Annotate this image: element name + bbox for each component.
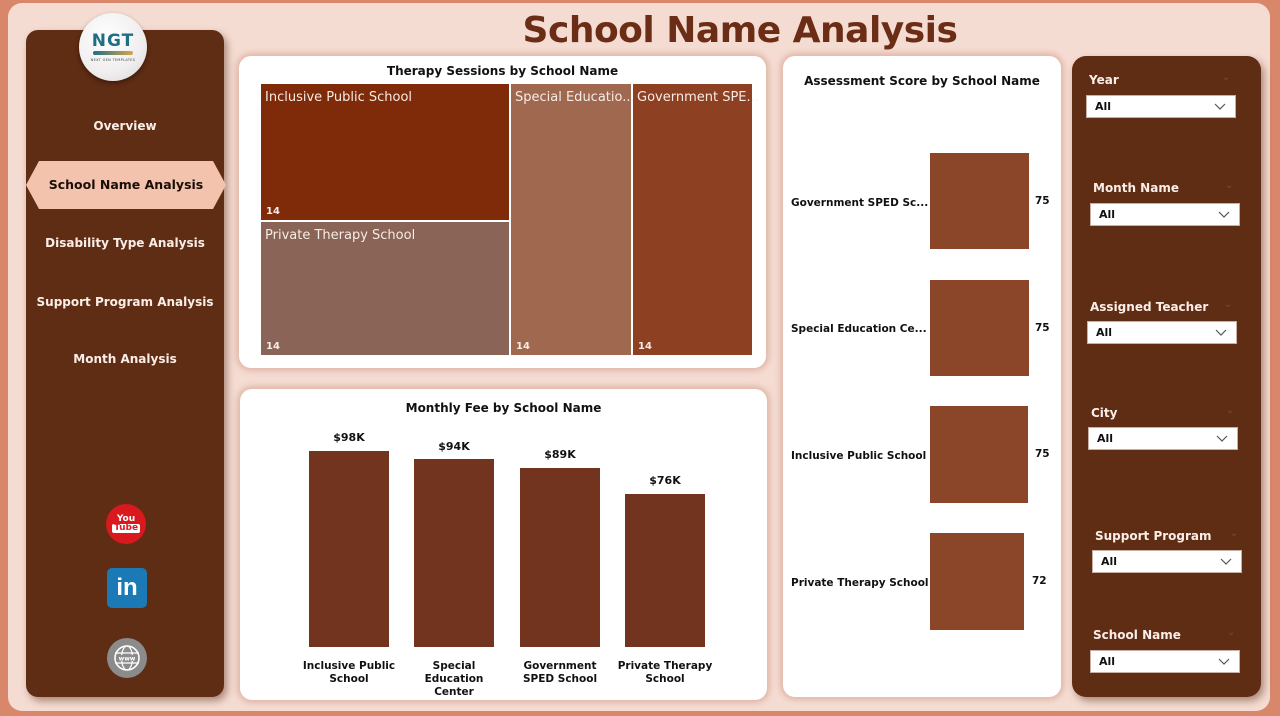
treemap-cell-special-education-center[interactable]: Special Educatio... 14 (511, 84, 635, 355)
chevron-down-icon (1220, 558, 1232, 565)
monthly-fee-chart-panel: Monthly Fee by School Name $98K Inclusiv… (240, 389, 767, 700)
hbar-category-label: Private Therapy School (791, 577, 929, 589)
youtube-text-top: You (116, 514, 136, 524)
bar-category-label: Special Education Center (424, 660, 484, 698)
treemap-cell-label: Special Educatio... (515, 90, 635, 105)
bar-data-label: $98K (333, 431, 365, 444)
bar-inclusive-public-school[interactable] (309, 451, 389, 647)
collapse-chevron-icon[interactable]: ⌄ (1230, 528, 1239, 539)
filter-label-month-name: Month Name (1093, 181, 1179, 195)
logo-text: NGT (91, 31, 135, 51)
treemap-cell-label: Government SPE... (637, 90, 759, 105)
website-globe-icon[interactable]: www (107, 638, 147, 678)
bar-special-education-center[interactable] (414, 459, 494, 647)
hbar-data-label: 75 (1035, 322, 1050, 334)
hbar-category-label: Government SPED Sc... (791, 197, 929, 209)
hbar-data-label: 75 (1035, 448, 1050, 460)
treemap-cell-value: 14 (638, 341, 652, 352)
bar-private-therapy-school[interactable] (625, 494, 705, 647)
assigned-teacher-dropdown[interactable]: All (1087, 321, 1237, 344)
bar-data-label: $89K (544, 448, 576, 461)
hbar-data-label: 75 (1035, 195, 1050, 207)
treemap-cell-government-sped-school[interactable]: Government SPE... 14 (633, 84, 759, 355)
nav-item-support-program-analysis[interactable]: Support Program Analysis (36, 295, 214, 309)
hbar-data-label: 72 (1032, 575, 1047, 587)
nav-item-disability-type-analysis[interactable]: Disability Type Analysis (45, 236, 205, 250)
dropdown-value: All (1099, 208, 1116, 221)
bar-category-label: Government SPED School (522, 660, 598, 685)
filter-label-school-name: School Name (1093, 628, 1181, 642)
filter-panel (1072, 56, 1261, 697)
collapse-chevron-icon[interactable]: ⌄ (1227, 627, 1236, 638)
svg-text:www: www (119, 656, 136, 663)
chevron-down-icon (1216, 435, 1228, 442)
collapse-chevron-icon[interactable]: ⌄ (1224, 299, 1233, 310)
chevron-down-icon (1218, 211, 1230, 218)
hbar-special-education-center[interactable] (930, 280, 1029, 376)
bar-data-label: $94K (438, 440, 470, 453)
bar-data-label: $76K (649, 474, 681, 487)
dropdown-value: All (1096, 326, 1113, 339)
assessment-score-title: Assessment Score by School Name (804, 74, 1040, 88)
therapy-sessions-treemap-panel: Therapy Sessions by School Name Inclusiv… (239, 56, 766, 368)
ngt-logo: NGT NEXT GEN TEMPLATES (79, 13, 147, 81)
school-name-dropdown[interactable]: All (1090, 650, 1240, 673)
dropdown-value: All (1097, 432, 1114, 445)
hbar-category-label: Special Education Ce... (791, 323, 927, 335)
collapse-chevron-icon[interactable]: ⌄ (1222, 72, 1231, 83)
chevron-down-icon (1218, 658, 1230, 665)
filter-label-year: Year (1089, 73, 1119, 87)
treemap-cell-private-therapy-school[interactable]: Private Therapy School 14 (261, 222, 509, 355)
collapse-chevron-icon[interactable]: ⌄ (1225, 180, 1234, 191)
treemap-cell-value: 14 (266, 341, 280, 352)
dropdown-value: All (1099, 655, 1116, 668)
globe-icon: www (114, 645, 140, 671)
linkedin-icon[interactable]: in (107, 568, 147, 608)
treemap-cell-value: 14 (266, 206, 280, 217)
hbar-government-sped-school[interactable] (930, 153, 1029, 249)
hbar-inclusive-public-school[interactable] (930, 406, 1028, 503)
chevron-down-icon (1215, 329, 1227, 336)
dropdown-value: All (1095, 100, 1112, 113)
youtube-icon[interactable]: You Tube (106, 504, 146, 544)
dropdown-value: All (1101, 555, 1118, 568)
filter-label-city: City (1091, 406, 1118, 420)
collapse-chevron-icon[interactable]: ⌄ (1226, 405, 1235, 416)
nav-item-month-analysis[interactable]: Month Analysis (73, 352, 177, 366)
bar-category-label: Private Therapy School (617, 660, 713, 685)
treemap-cell-label: Private Therapy School (265, 228, 416, 243)
monthly-fee-title: Monthly Fee by School Name (405, 401, 602, 415)
linkedin-text: in (116, 574, 138, 601)
month-name-dropdown[interactable]: All (1090, 203, 1240, 226)
chevron-down-icon (1214, 103, 1226, 110)
bar-category-label: Inclusive Public School (302, 660, 396, 685)
treemap-cell-value: 14 (516, 341, 530, 352)
assessment-score-chart-panel: Assessment Score by School Name Governme… (783, 56, 1061, 697)
hbar-private-therapy-school[interactable] (930, 533, 1024, 630)
nav-item-school-name-analysis[interactable]: School Name Analysis (26, 161, 226, 209)
logo-subtitle: NEXT GEN TEMPLATES (90, 58, 136, 62)
youtube-text-bottom: Tube (111, 523, 141, 533)
nav-item-overview[interactable]: Overview (93, 119, 157, 133)
treemap-cell-inclusive-public-school[interactable]: Inclusive Public School 14 (261, 84, 509, 220)
treemap-cell-label: Inclusive Public School (265, 90, 413, 105)
year-dropdown[interactable]: All (1086, 95, 1236, 118)
logo-swoosh-icon (93, 51, 133, 55)
city-dropdown[interactable]: All (1088, 427, 1238, 450)
hbar-category-label: Inclusive Public School (791, 450, 927, 462)
support-program-dropdown[interactable]: All (1092, 550, 1242, 573)
page-title: School Name Analysis (522, 10, 958, 51)
filter-label-assigned-teacher: Assigned Teacher (1090, 300, 1209, 314)
filter-label-support-program: Support Program (1095, 529, 1212, 543)
treemap-title: Therapy Sessions by School Name (386, 64, 619, 78)
bar-government-sped-school[interactable] (520, 468, 600, 647)
